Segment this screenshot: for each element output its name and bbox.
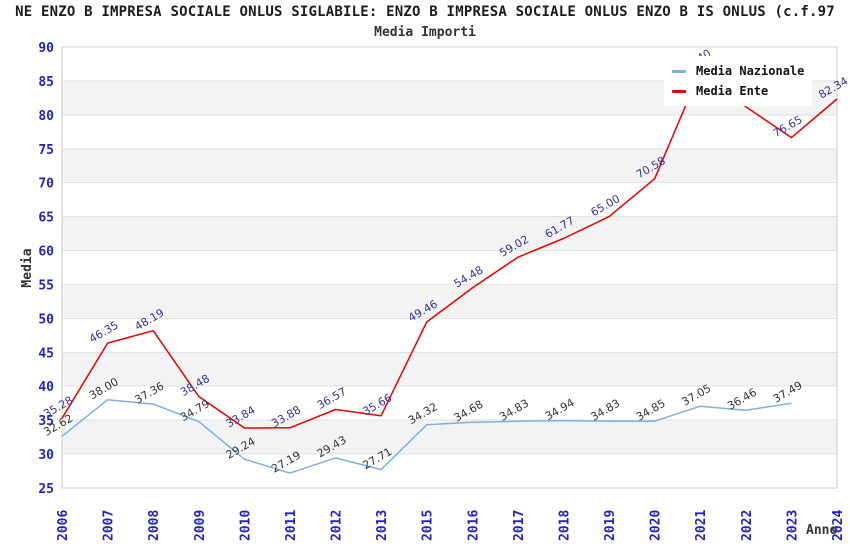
svg-text:45: 45: [38, 346, 54, 361]
svg-text:25: 25: [38, 482, 54, 497]
svg-text:60: 60: [38, 245, 54, 260]
svg-text:Anno: Anno: [806, 523, 837, 538]
legend-label-media-nazionale: Media Nazionale: [696, 64, 805, 78]
svg-text:2011: 2011: [284, 510, 299, 541]
svg-text:2009: 2009: [193, 510, 208, 541]
svg-text:35.66: 35.66: [360, 391, 394, 418]
legend: Media Nazionale Media Ente: [664, 56, 813, 106]
svg-text:2015: 2015: [421, 510, 436, 541]
svg-text:2016: 2016: [466, 510, 481, 541]
svg-text:36.57: 36.57: [315, 385, 349, 412]
svg-text:2023: 2023: [785, 510, 800, 541]
svg-text:30: 30: [38, 448, 54, 463]
chart-title: Media Importi: [374, 25, 476, 40]
svg-text:2012: 2012: [330, 510, 345, 541]
page-title: NE ENZO B IMPRESA SOCIALE ONLUS SIGLABIL…: [15, 4, 835, 20]
svg-text:34.94: 34.94: [543, 396, 577, 423]
legend-item-media-ente: Media Ente: [672, 81, 804, 101]
svg-text:65.00: 65.00: [588, 192, 622, 219]
svg-text:2020: 2020: [649, 510, 664, 541]
svg-text:35: 35: [38, 414, 54, 429]
svg-text:2018: 2018: [557, 510, 572, 541]
svg-text:2013: 2013: [375, 510, 390, 541]
legend-item-media-nazionale: Media Nazionale: [672, 61, 804, 81]
svg-text:80: 80: [38, 109, 54, 124]
svg-text:2019: 2019: [603, 510, 618, 541]
svg-text:65: 65: [38, 211, 54, 226]
svg-text:2006: 2006: [56, 510, 71, 541]
line-swatch-icon: [672, 89, 686, 93]
svg-text:76.65: 76.65: [771, 113, 805, 140]
svg-text:2008: 2008: [147, 510, 162, 541]
svg-text:2010: 2010: [238, 510, 253, 541]
svg-text:2024: 2024: [831, 510, 846, 541]
svg-text:2021: 2021: [694, 510, 709, 541]
svg-text:55: 55: [38, 278, 54, 293]
svg-text:34.85: 34.85: [634, 397, 668, 424]
svg-text:40: 40: [38, 380, 54, 395]
svg-text:2007: 2007: [102, 510, 117, 541]
svg-text:85: 85: [38, 75, 54, 90]
svg-text:90: 90: [38, 41, 54, 56]
svg-text:Media: Media: [20, 248, 35, 287]
svg-text:2017: 2017: [512, 510, 527, 541]
svg-text:2022: 2022: [740, 510, 755, 541]
svg-text:75: 75: [38, 143, 54, 158]
svg-text:70: 70: [38, 177, 54, 192]
svg-text:50: 50: [38, 312, 54, 327]
line-swatch-icon: [672, 69, 686, 73]
legend-label-media-ente: Media Ente: [696, 84, 769, 98]
